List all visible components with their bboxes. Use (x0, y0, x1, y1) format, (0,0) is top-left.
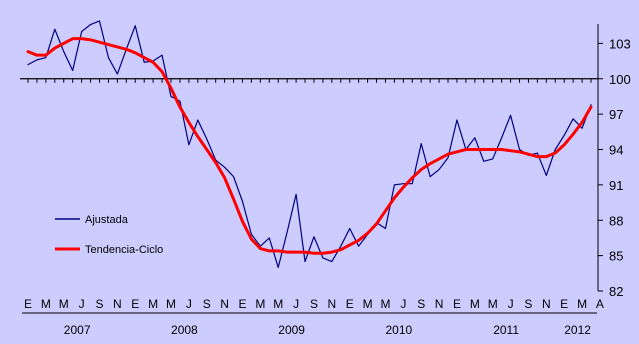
month-label: A (596, 297, 604, 311)
month-label: M (488, 297, 498, 311)
month-label: M (166, 297, 176, 311)
month-label: M (59, 297, 69, 311)
month-label: M (363, 297, 373, 311)
year-label: 2011 (493, 323, 519, 337)
y-tick-label: 82 (609, 284, 623, 299)
month-label: S (524, 297, 532, 311)
year-label: 2010 (386, 323, 413, 337)
y-tick-label: 103 (609, 36, 631, 51)
month-label: N (328, 297, 337, 311)
legend: Ajustada Tendencia-Ciclo (55, 214, 163, 256)
month-label: N (435, 297, 444, 311)
y-tick-label: 91 (609, 178, 623, 193)
month-label: J (508, 297, 514, 311)
month-label: E (453, 297, 461, 311)
legend-label-tendencia-ciclo: Tendencia-Ciclo (85, 244, 163, 256)
month-label: E (560, 297, 568, 311)
reference-line-group (20, 78, 598, 83)
month-label: E (238, 297, 246, 311)
year-label: 2009 (278, 323, 305, 337)
month-label: E (131, 297, 139, 311)
month-label: S (95, 297, 103, 311)
legend-label-ajustada: Ajustada (85, 214, 129, 226)
y-tick-label: 85 (609, 249, 623, 264)
month-label: M (273, 297, 283, 311)
series-lines (26, 20, 593, 269)
month-label: M (148, 297, 158, 311)
month-label: N (113, 297, 122, 311)
year-label: 2007 (64, 323, 91, 337)
month-label: J (400, 297, 406, 311)
y-axis: 82 85 88 91 94 97 100 103 (597, 24, 631, 299)
month-label: N (220, 297, 229, 311)
month-label: E (346, 297, 354, 311)
y-tick-label: 97 (609, 107, 623, 122)
month-label: J (79, 297, 85, 311)
month-label: J (293, 297, 299, 311)
month-label: J (186, 297, 192, 311)
month-label: S (417, 297, 425, 311)
month-label: E (24, 297, 32, 311)
month-label: M (41, 297, 51, 311)
reference-line-ticks (27, 78, 592, 83)
month-label: S (203, 297, 211, 311)
month-label: M (380, 297, 390, 311)
month-label: M (470, 297, 480, 311)
y-tick-label: 94 (609, 143, 623, 158)
year-label: 2012 (564, 323, 591, 337)
y-tick-label: 88 (609, 213, 623, 228)
y-tick-label: 100 (609, 72, 631, 87)
month-label: M (255, 297, 265, 311)
year-label: 2008 (171, 323, 198, 337)
month-label: M (577, 297, 587, 311)
month-label: S (310, 297, 318, 311)
month-label: N (542, 297, 551, 311)
series-line-tendencia-ciclo (26, 37, 593, 255)
